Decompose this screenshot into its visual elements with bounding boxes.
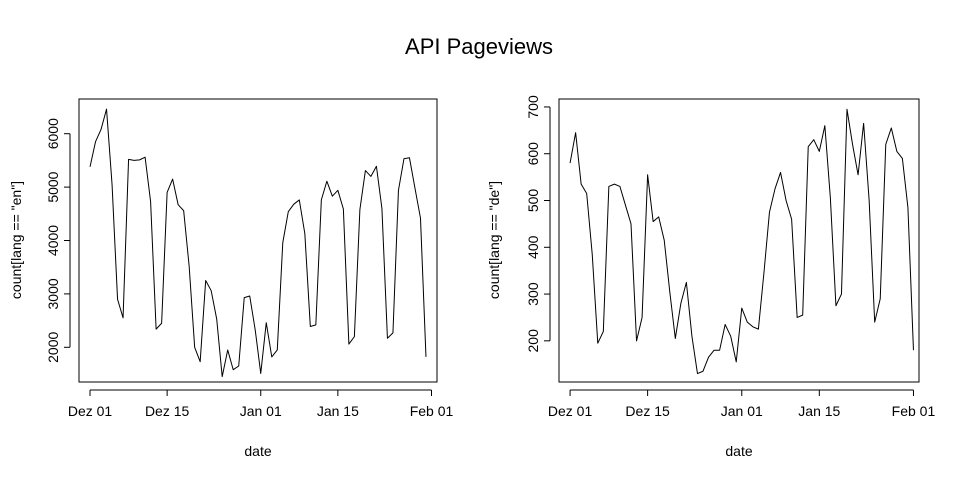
y-tick-label: 600 xyxy=(525,142,541,166)
y-tick-label: 4000 xyxy=(45,225,61,256)
y-tick-label: 6000 xyxy=(45,118,61,149)
x-tick-label: Jan 15 xyxy=(317,403,359,419)
y-tick-label: 2000 xyxy=(45,332,61,363)
chart-de: Dez 01 Dez 15 Jan 01 Jan 15 Feb 01 200 300 400… xyxy=(486,95,935,459)
y-tick-label: 3000 xyxy=(45,278,61,309)
y-tick-label: 5000 xyxy=(45,171,61,202)
series-line xyxy=(89,108,427,378)
x-tick-label: Dez 15 xyxy=(625,403,670,419)
y-tick-label: 700 xyxy=(525,95,541,119)
y-tick-label: 200 xyxy=(525,329,541,353)
plot-frame xyxy=(78,98,438,383)
y-tick-label: 300 xyxy=(525,282,541,306)
x-tick-label: Jan 15 xyxy=(798,403,840,419)
y-tick-label: 400 xyxy=(525,235,541,259)
y-axis-label: count[lang == "de"] xyxy=(486,181,502,299)
x-axis-label: date xyxy=(725,443,752,459)
x-tick-label: Feb 01 xyxy=(892,403,936,419)
series-line xyxy=(569,108,914,375)
x-tick-label: Dez 01 xyxy=(548,403,593,419)
y-tick-label: 500 xyxy=(525,189,541,213)
y-axis: 2000 3000 4000 5000 6000 xyxy=(45,118,71,363)
x-tick-label: Dez 01 xyxy=(68,403,113,419)
x-tick-label: Jan 01 xyxy=(240,403,282,419)
y-axis-label: count[lang == "en"] xyxy=(8,181,24,299)
x-axis-label: date xyxy=(244,443,271,459)
x-tick-label: Feb 01 xyxy=(410,403,454,419)
x-tick-label: Dez 15 xyxy=(145,403,190,419)
plot-frame xyxy=(558,98,920,383)
y-axis: 200 300 400 500 600 700 xyxy=(525,95,551,353)
chart-en: Dez 01 Dez 15 Jan 01 Jan 15 Feb 01 2000 3000 4… xyxy=(8,98,454,459)
x-axis: Dez 01 Dez 15 Jan 01 Jan 15 Feb 01 xyxy=(68,389,454,419)
figure-title: API Pageviews xyxy=(405,34,553,59)
x-axis: Dez 01 Dez 15 Jan 01 Jan 15 Feb 01 xyxy=(548,389,936,419)
x-tick-label: Jan 01 xyxy=(721,403,763,419)
